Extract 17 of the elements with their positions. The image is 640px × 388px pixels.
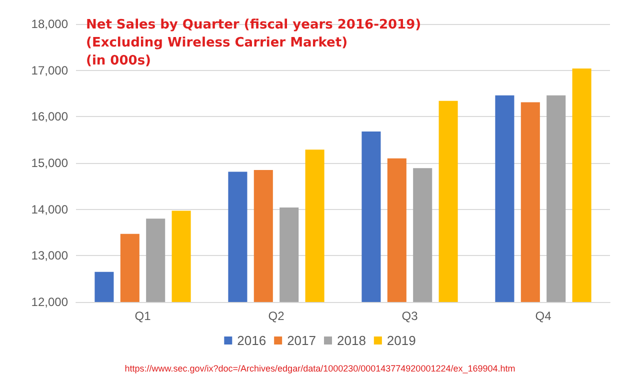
legend-label: 2018: [337, 333, 366, 348]
legend-label: 2017: [287, 333, 316, 348]
x-tick-label: Q4: [535, 309, 552, 323]
y-tick-label: 13,000: [31, 248, 68, 263]
x-tick-label: Q3: [402, 309, 418, 323]
text: https://www.sec.gov/ix?doc=/Archives/edgar/data/1000230/000143774920001224/ex_169904.htm: [124, 364, 516, 374]
legend-label: 2019: [386, 333, 416, 348]
y-tick-label: 18,000: [31, 17, 68, 31]
y-tick-label: 12,000: [31, 295, 68, 309]
y-tick-label: 16,000: [31, 110, 68, 124]
y-tick-label: 14,000: [31, 202, 68, 216]
x-tick-label: Q2: [268, 309, 285, 323]
x-tick-label: Q1: [134, 309, 152, 323]
legend-label: 2016: [237, 333, 266, 348]
text: Net Sales by Quarter (fiscal years 2016-2019) (Excluding Wireless Carrier Market) (in 000s): [86, 18, 422, 68]
y-tick-label: 15,000: [31, 156, 68, 170]
y-tick-label: 17,000: [31, 63, 68, 78]
